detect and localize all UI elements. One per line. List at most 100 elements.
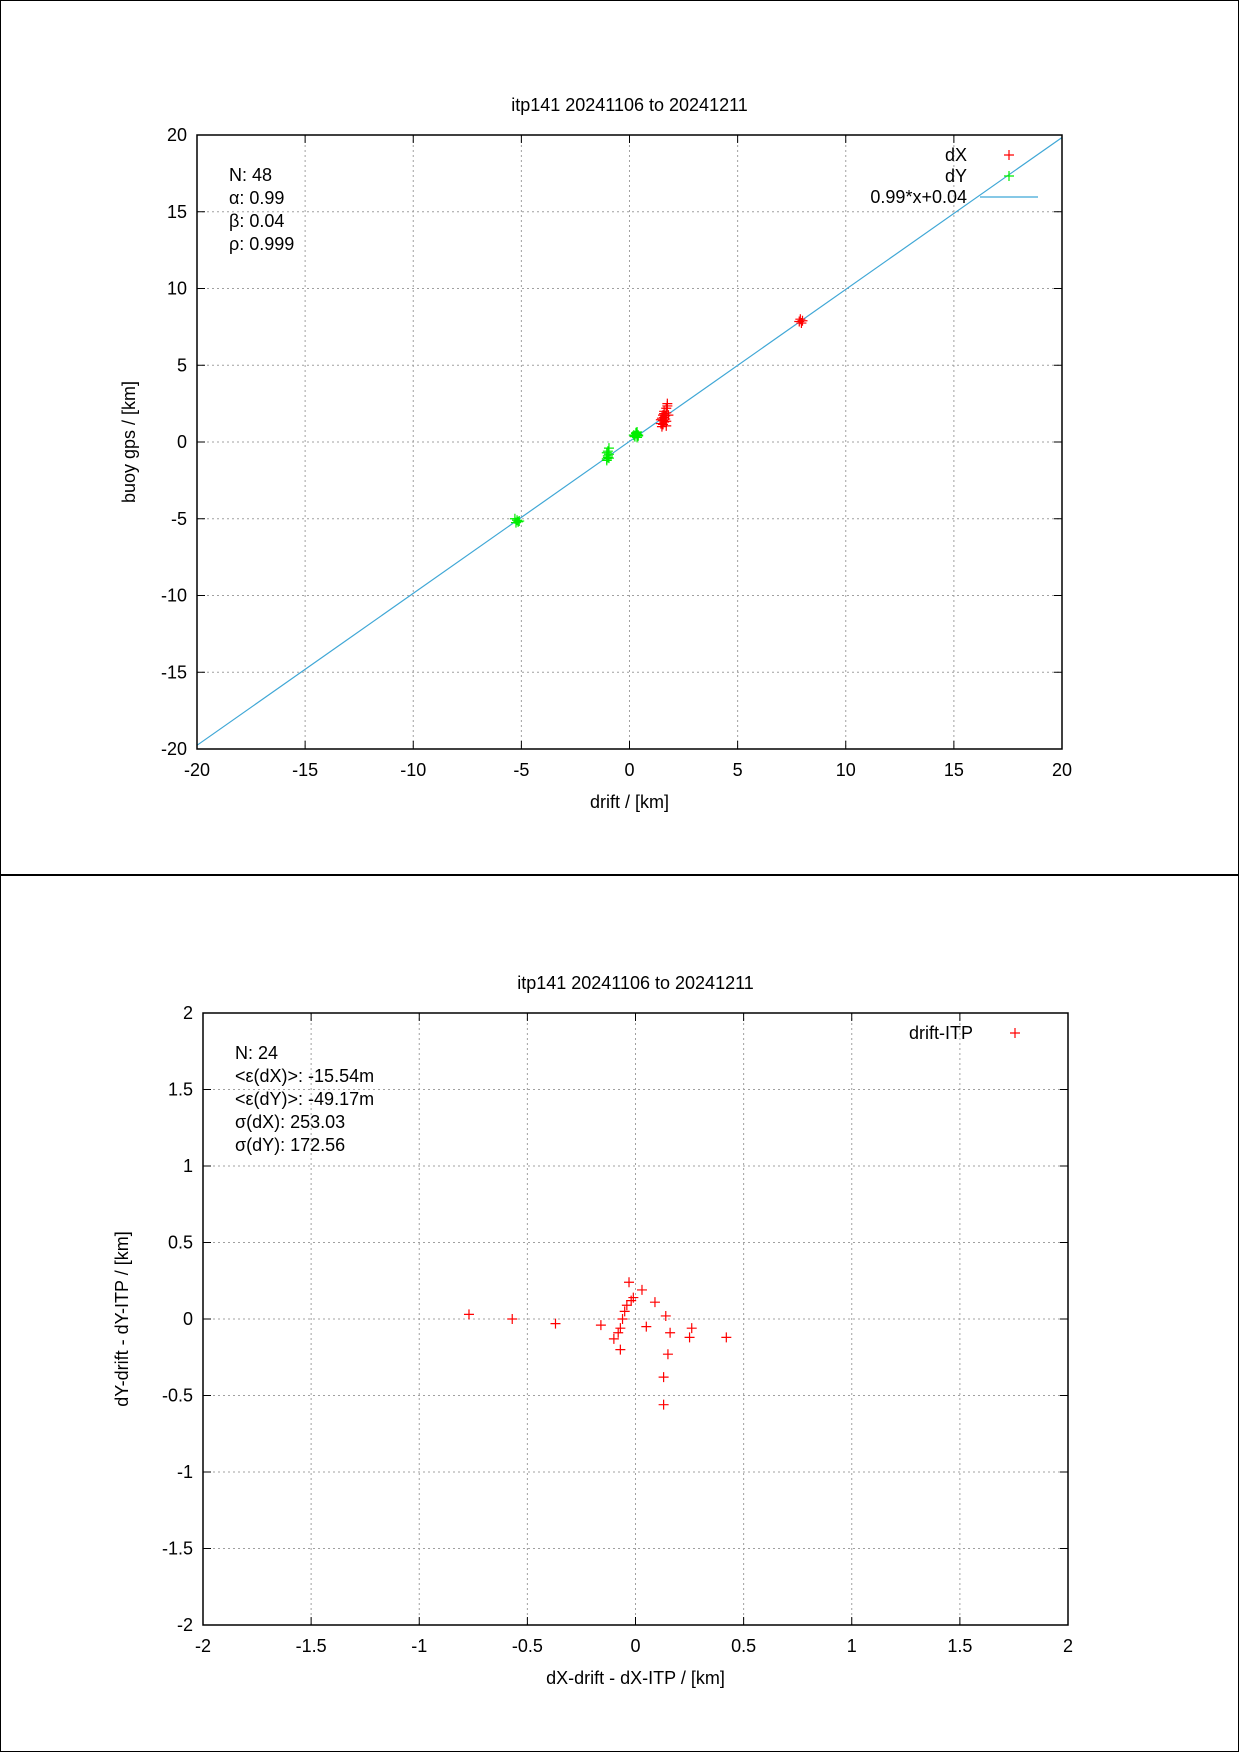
x-tick-label: 2	[1063, 1636, 1073, 1656]
data-point-drift-itp	[628, 1292, 639, 1303]
y-tick-label: 20	[167, 125, 187, 145]
data-point-drift-itp	[624, 1277, 635, 1288]
y-tick-label: 0	[183, 1309, 193, 1329]
x-tick-label: 0.5	[731, 1636, 756, 1656]
data-point-dx	[662, 400, 673, 411]
legend-marker	[1010, 1028, 1020, 1038]
x-tick-label: -0.5	[512, 1636, 543, 1656]
regression-line	[197, 136, 1062, 746]
data-point-dy	[632, 427, 643, 438]
data-point-drift-itp	[641, 1321, 652, 1332]
data-point-drift-itp	[686, 1323, 697, 1334]
data-point-drift-itp	[608, 1333, 619, 1344]
data-point-drift-itp	[636, 1284, 647, 1295]
y-tick-label: -2	[177, 1615, 193, 1635]
stats-text: N: 24	[235, 1043, 278, 1063]
y-tick-label: -1	[177, 1462, 193, 1482]
data-point-drift-itp	[613, 1327, 624, 1338]
plot-frame	[202, 1012, 1069, 1626]
data-point-drift-itp	[621, 1300, 632, 1311]
data-point-dx	[656, 421, 667, 432]
stats-text: α: 0.99	[229, 188, 284, 208]
y-tick-label: 10	[167, 279, 187, 299]
x-tick-label: -2	[195, 1636, 211, 1656]
x-tick-label: -20	[184, 760, 210, 780]
legend-label: dY	[945, 166, 967, 186]
legend-label: 0.99*x+0.04	[870, 187, 967, 207]
data-point-drift-itp	[617, 1314, 628, 1324]
data-point-dx	[659, 408, 670, 419]
y-tick-label: 0	[177, 432, 187, 452]
data-point-drift-itp	[684, 1332, 695, 1343]
data-point-dy	[630, 428, 641, 439]
data-point-drift-itp	[662, 1349, 673, 1360]
data-point-dy	[512, 515, 523, 526]
data-point-drift-itp	[721, 1332, 732, 1343]
stats-text: <ε(dX)>: -15.54m	[235, 1066, 374, 1086]
x-tick-label: 10	[836, 760, 856, 780]
y-tick-label: -5	[171, 509, 187, 529]
plot-frame	[196, 134, 1063, 750]
data-point-drift-itp	[615, 1344, 626, 1355]
x-tick-label: 1.5	[947, 1636, 972, 1656]
data-point-dx	[796, 318, 807, 329]
x-tick-label: -5	[513, 760, 529, 780]
y-tick-label: -10	[161, 586, 187, 606]
data-point-drift-itp	[595, 1320, 606, 1331]
y-axis-label: buoy gps / [km]	[119, 381, 139, 503]
y-tick-label: -15	[161, 662, 187, 682]
x-tick-label: 0	[624, 760, 634, 780]
data-point-drift-itp	[660, 1310, 671, 1321]
y-tick-label: -0.5	[162, 1386, 193, 1406]
data-point-dx	[797, 315, 808, 326]
x-tick-label: 20	[1052, 760, 1072, 780]
x-tick-label: -1.5	[296, 1636, 327, 1656]
data-point-drift-itp	[665, 1327, 676, 1338]
legend-label: drift-ITP	[909, 1023, 973, 1043]
chart-1: -20 -15 -10 -5 0 5 10 15 20 -20 -15 -10 -5 0 5 10 15 20 it…	[119, 95, 1072, 812]
data-point-drift-itp	[658, 1372, 669, 1383]
x-tick-label: -10	[400, 760, 426, 780]
data-point-dx	[658, 410, 669, 421]
data-point-dx	[661, 420, 672, 431]
x-tick-label: 1	[847, 1636, 857, 1656]
data-point-drift-itp	[550, 1318, 561, 1329]
y-tick-label: 1.5	[168, 1080, 193, 1100]
y-tick-label: 0.5	[168, 1233, 193, 1253]
x-axis-label: dX-drift - dX-ITP / [km]	[546, 1668, 725, 1688]
y-tick-label: -1.5	[162, 1539, 193, 1559]
stats-text: β: 0.04	[229, 211, 284, 231]
y-tick-label: 1	[183, 1156, 193, 1176]
data-point-drift-itp	[658, 1399, 669, 1410]
data-point-drift-itp	[619, 1306, 630, 1317]
stats-text: N: 48	[229, 165, 272, 185]
stats-text: σ(dX): 253.03	[235, 1112, 345, 1132]
y-tick-label: 2	[183, 1003, 193, 1023]
stats-text: ρ: 0.999	[229, 234, 294, 254]
stats-text: σ(dY): 172.56	[235, 1135, 345, 1155]
y-tick-label: 5	[177, 355, 187, 375]
legend-marker	[1004, 171, 1014, 181]
data-point-drift-itp	[507, 1314, 518, 1324]
data-point-drift-itp	[615, 1323, 626, 1334]
legend-marker	[1004, 150, 1014, 160]
chart-2: -2 -1.5 -1 -0.5 0 0.5 1 1.5 2 -2 -1.5 -1 -0.5 0 0.5 1 1.…	[112, 973, 1073, 1688]
data-point-dy	[510, 517, 521, 528]
x-tick-label: 0	[630, 1636, 640, 1656]
y-tick-label: -20	[161, 739, 187, 759]
panel-divider	[0, 874, 1239, 876]
x-tick-label: 5	[733, 760, 743, 780]
x-axis-label: drift / [km]	[590, 792, 669, 812]
y-tick-label: 15	[167, 202, 187, 222]
x-tick-label: -1	[411, 1636, 427, 1656]
chart-title: itp141 20241106 to 20241211	[517, 973, 754, 993]
data-point-dx	[655, 414, 666, 425]
data-point-dy	[602, 452, 613, 463]
data-point-dy	[603, 453, 614, 464]
data-point-drift-itp	[463, 1309, 474, 1320]
stats-text: <ε(dY)>: -49.17m	[235, 1089, 374, 1109]
chart-title: itp141 20241106 to 20241211	[511, 95, 748, 115]
x-tick-label: 15	[944, 760, 964, 780]
data-point-drift-itp	[649, 1297, 660, 1308]
data-point-dy	[601, 447, 612, 458]
